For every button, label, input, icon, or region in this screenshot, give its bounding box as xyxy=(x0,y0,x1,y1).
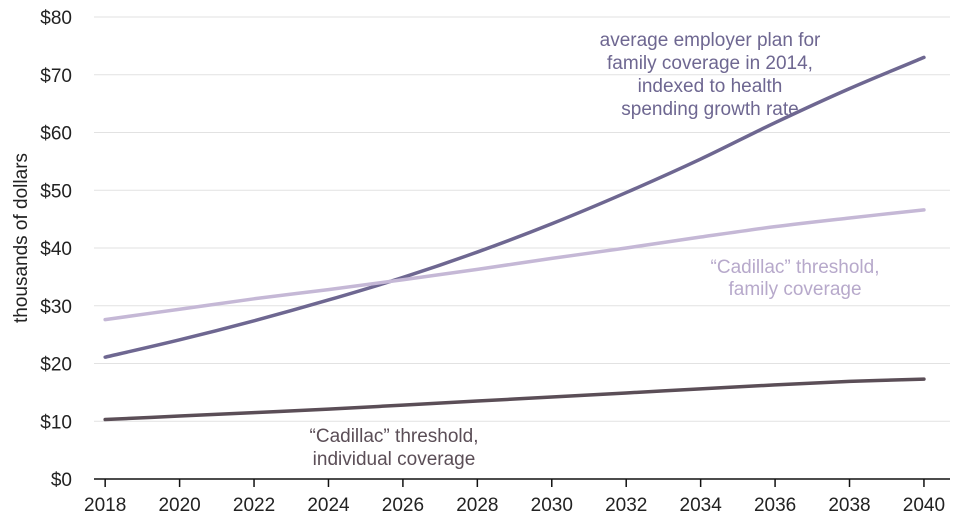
annotation-line: spending growth rate xyxy=(621,99,798,120)
y-tick-label: $80 xyxy=(40,8,72,29)
x-tick-label: 2024 xyxy=(307,495,350,516)
y-tick-label: $60 xyxy=(40,124,72,145)
series-line-family-threshold xyxy=(103,208,926,322)
x-tick-label: 2032 xyxy=(605,495,647,516)
y-axis-label: thousands of dollars xyxy=(11,153,32,323)
x-tick-label: 2026 xyxy=(382,495,424,516)
y-tick-label: $0 xyxy=(51,470,72,491)
annotation-line: average employer plan for xyxy=(600,30,821,51)
x-tick-label: 2036 xyxy=(754,495,796,516)
annotation-line: individual coverage xyxy=(313,449,476,470)
y-tick-label: $10 xyxy=(40,412,72,433)
series-line-individual-threshold xyxy=(103,377,926,422)
series-lines xyxy=(103,55,926,422)
y-tick-label: $20 xyxy=(40,355,72,376)
annotation-family-threshold: “Cadillac” threshold, family coverage xyxy=(711,257,880,300)
x-tick-label: 2040 xyxy=(903,495,945,516)
y-tick-label: $30 xyxy=(40,297,72,318)
x-tick-label: 2022 xyxy=(233,495,275,516)
annotation-employer-plan: average employer plan for family coverage… xyxy=(600,30,821,120)
x-tick-label: 2030 xyxy=(531,495,573,516)
x-tick-label: 2038 xyxy=(828,495,870,516)
y-tick-label: $40 xyxy=(40,239,72,260)
annotations: average employer plan for family coverage… xyxy=(310,30,880,470)
annotation-line: “Cadillac” threshold, xyxy=(310,426,479,447)
x-tick-label: 2020 xyxy=(158,495,200,516)
y-tick-label: $50 xyxy=(40,181,72,202)
axes: $0 $10 $20 $30 $40 $50 $60 $70 $80 2018 2020 2022 20… xyxy=(40,8,950,516)
annotation-line: indexed to health xyxy=(638,76,783,97)
annotation-line: “Cadillac” threshold, xyxy=(711,257,880,278)
x-tick-label: 2034 xyxy=(680,495,723,516)
annotation-individual-threshold: “Cadillac” threshold, individual coverage xyxy=(310,426,479,470)
x-tick-label: 2018 xyxy=(84,495,126,516)
annotation-line: family coverage xyxy=(728,279,861,300)
gridlines xyxy=(94,16,950,422)
y-tick-label: $70 xyxy=(40,66,72,87)
x-tick-label: 2028 xyxy=(456,495,498,516)
annotation-line: family coverage in 2014, xyxy=(607,53,813,74)
series-line-employer-plan xyxy=(103,55,926,359)
